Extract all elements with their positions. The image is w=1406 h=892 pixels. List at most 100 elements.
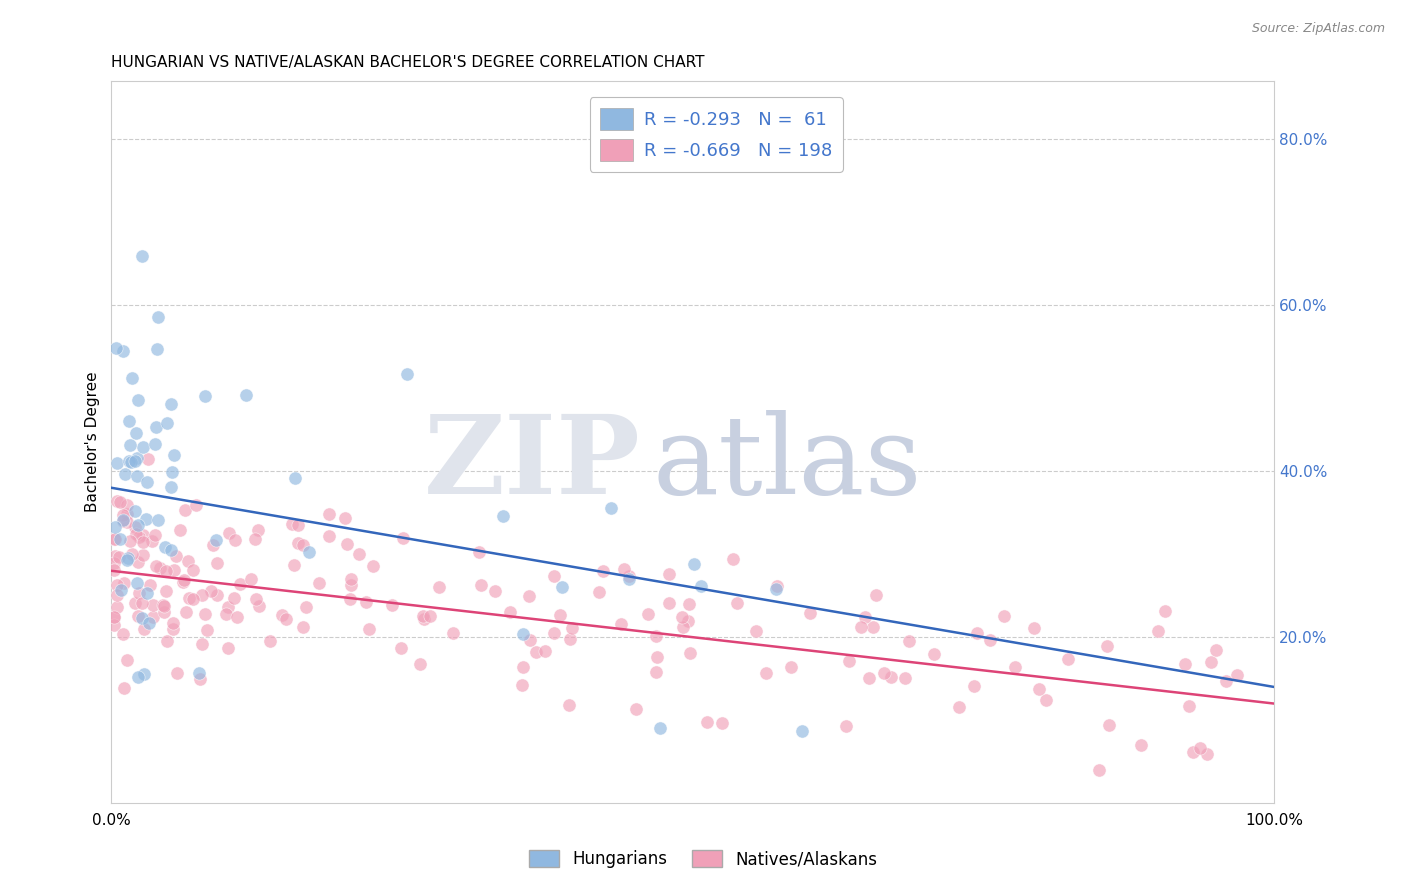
- Point: [499, 605, 522, 619]
- Point: [115, 552, 138, 566]
- Point: [117, 550, 139, 565]
- Point: [177, 591, 200, 606]
- Point: [754, 666, 776, 681]
- Point: [689, 578, 711, 592]
- Point: [512, 660, 534, 674]
- Point: [127, 555, 149, 569]
- Point: [1181, 745, 1204, 759]
- Point: [1098, 718, 1121, 732]
- Point: [1035, 693, 1057, 707]
- Point: [127, 450, 149, 465]
- Point: [648, 721, 671, 735]
- Point: [115, 515, 138, 529]
- Point: [153, 541, 176, 555]
- Point: [561, 621, 583, 635]
- Point: [551, 580, 574, 594]
- Point: [132, 548, 155, 562]
- Point: [143, 528, 166, 542]
- Point: [155, 584, 177, 599]
- Point: [105, 578, 128, 592]
- Point: [152, 605, 174, 619]
- Point: [142, 598, 165, 612]
- Point: [898, 633, 921, 648]
- Point: [132, 527, 155, 541]
- Point: [115, 653, 138, 667]
- Point: [141, 533, 163, 548]
- Point: [186, 498, 208, 512]
- Point: [1174, 657, 1197, 672]
- Point: [287, 536, 309, 550]
- Point: [610, 617, 633, 632]
- Point: [1088, 763, 1111, 777]
- Point: [127, 468, 149, 483]
- Point: [149, 560, 172, 574]
- Legend: Hungarians, Natives/Alaskans: Hungarians, Natives/Alaskans: [522, 843, 884, 875]
- Point: [136, 452, 159, 467]
- Point: [894, 671, 917, 685]
- Point: [132, 535, 155, 549]
- Point: [658, 566, 681, 581]
- Point: [112, 681, 135, 695]
- Point: [519, 633, 541, 648]
- Point: [533, 643, 555, 657]
- Point: [274, 612, 297, 626]
- Point: [617, 568, 640, 582]
- Point: [381, 598, 404, 612]
- Point: [948, 699, 970, 714]
- Point: [118, 438, 141, 452]
- Point: [112, 513, 135, 527]
- Point: [711, 716, 734, 731]
- Point: [1056, 652, 1078, 666]
- Point: [339, 592, 361, 607]
- Point: [363, 559, 385, 574]
- Point: [392, 531, 415, 545]
- Point: [131, 249, 153, 263]
- Point: [110, 582, 132, 597]
- Point: [191, 637, 214, 651]
- Point: [245, 532, 267, 546]
- Point: [127, 392, 149, 407]
- Point: [725, 596, 748, 610]
- Point: [412, 609, 434, 624]
- Point: [626, 701, 648, 715]
- Point: [146, 342, 169, 356]
- Point: [799, 606, 821, 620]
- Point: [115, 498, 138, 512]
- Point: [104, 549, 127, 564]
- Point: [284, 470, 307, 484]
- Point: [308, 575, 330, 590]
- Point: [413, 612, 436, 626]
- Point: [696, 714, 718, 729]
- Point: [838, 654, 860, 668]
- Point: [160, 542, 183, 557]
- Point: [588, 585, 610, 599]
- Point: [103, 557, 125, 571]
- Point: [152, 598, 174, 612]
- Point: [283, 558, 305, 572]
- Point: [678, 597, 700, 611]
- Point: [357, 622, 380, 636]
- Point: [103, 610, 125, 624]
- Point: [1225, 668, 1247, 682]
- Point: [105, 599, 128, 614]
- Point: [645, 665, 668, 680]
- Point: [124, 504, 146, 518]
- Point: [194, 607, 217, 621]
- Point: [963, 679, 986, 693]
- Point: [558, 698, 581, 712]
- Point: [115, 507, 138, 521]
- Point: [745, 624, 768, 639]
- Point: [121, 547, 143, 561]
- Point: [924, 648, 946, 662]
- Point: [114, 467, 136, 481]
- Point: [354, 595, 377, 609]
- Point: [247, 599, 270, 614]
- Point: [176, 554, 198, 568]
- Point: [215, 607, 238, 622]
- Point: [146, 513, 169, 527]
- Point: [427, 580, 450, 594]
- Point: [619, 572, 641, 586]
- Point: [318, 507, 340, 521]
- Point: [492, 508, 515, 523]
- Point: [188, 665, 211, 680]
